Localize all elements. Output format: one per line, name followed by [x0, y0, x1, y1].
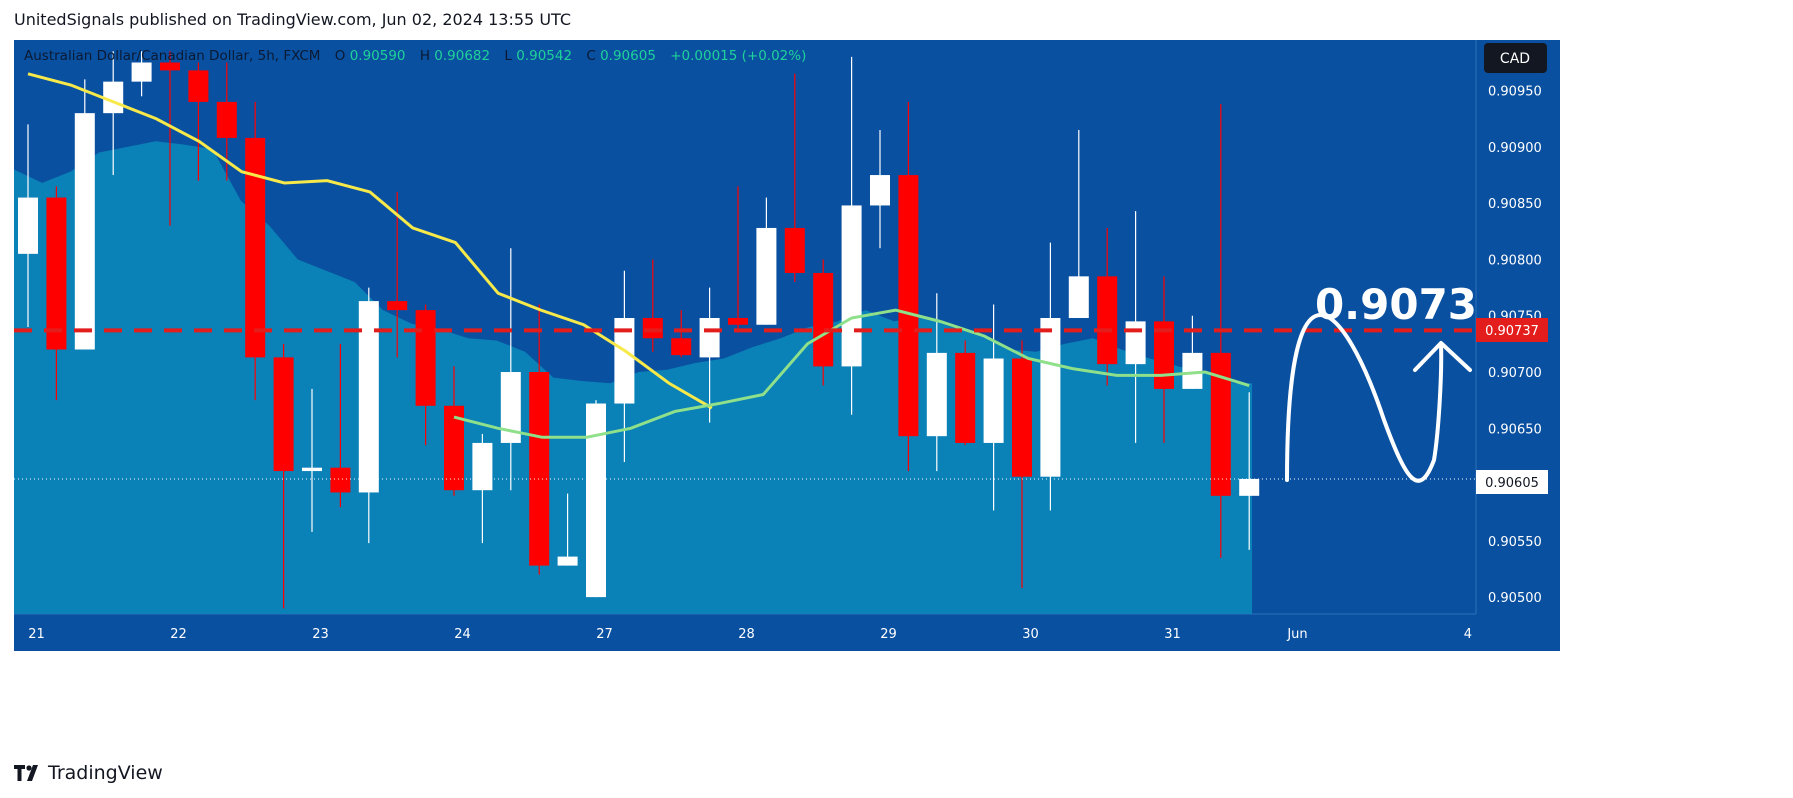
legend-h-value: 0.90682	[434, 48, 490, 64]
x-tick-label: 29	[880, 627, 897, 642]
y-tick-label: 0.90500	[1488, 591, 1542, 606]
y-axis-background	[1476, 40, 1560, 651]
y-axis-ticks: 0.909500.909000.908500.908000.907500.907…	[1488, 85, 1542, 606]
level-price-tag-label: 0.90737	[1485, 324, 1539, 339]
candle-down	[529, 372, 550, 566]
candle-up	[926, 352, 947, 437]
candle-down	[216, 101, 237, 138]
candle-up	[1239, 478, 1260, 496]
legend-c-label: C	[586, 48, 595, 64]
tradingview-logo-icon	[14, 765, 38, 781]
x-tick-label: 27	[596, 627, 613, 642]
legend-h-label: H	[420, 48, 430, 64]
candle-up	[1068, 276, 1089, 318]
candle-down	[728, 317, 748, 325]
candle-down	[955, 352, 976, 443]
candle-up	[1182, 352, 1203, 389]
x-tick-label: 30	[1022, 627, 1039, 642]
publisher-header: UnitedSignals published on TradingView.c…	[14, 10, 572, 29]
legend-change: +0.00015 (+0.02%)	[670, 48, 806, 64]
x-tick-label: 21	[28, 627, 45, 642]
candle-down	[415, 310, 436, 406]
candle-up	[983, 358, 1004, 443]
x-tick-label: 22	[170, 627, 187, 642]
tradingview-logo[interactable]: TradingView	[14, 762, 163, 784]
candle-down	[330, 467, 351, 493]
legend-l-value: 0.90542	[516, 48, 572, 64]
legend-c-value: 0.90605	[600, 48, 656, 64]
target-annotation-label: 0.9073	[1315, 280, 1477, 329]
currency-badge[interactable]	[1484, 43, 1547, 73]
x-tick-label: 4	[1464, 627, 1472, 642]
candle-up	[557, 556, 578, 566]
legend-symbol: Australian Dollar/Canadian Dollar, 5h, F…	[24, 48, 320, 64]
candle-up	[870, 175, 890, 206]
candle-up	[500, 372, 521, 443]
tradingview-brand-text: TradingView	[48, 762, 163, 784]
candle-down	[273, 357, 294, 472]
candle-down	[813, 272, 834, 367]
candle-up	[74, 113, 95, 350]
last-price-tag-label: 0.90605	[1485, 476, 1539, 491]
legend: Australian Dollar/Canadian Dollar, 5h, F…	[24, 48, 806, 64]
y-tick-label: 0.90900	[1488, 141, 1542, 156]
candle-up	[1125, 321, 1146, 365]
candle-up	[586, 403, 606, 598]
candle-down	[188, 70, 209, 102]
candle-down	[642, 317, 663, 339]
candle-down	[1210, 352, 1231, 496]
candle-up	[614, 317, 635, 404]
candle-down	[387, 301, 408, 311]
candle-up	[756, 227, 777, 325]
candles-layer	[18, 51, 1260, 609]
candle-down	[1154, 321, 1174, 389]
candle-up	[18, 197, 38, 254]
candle-up	[841, 205, 862, 367]
candle-down	[160, 62, 180, 71]
candle-up	[358, 301, 379, 493]
arrow-head-icon	[1413, 341, 1472, 372]
ema-fast-line	[27, 72, 713, 410]
candle-down	[1012, 358, 1032, 477]
candle-down	[1097, 276, 1118, 365]
y-tick-label: 0.90850	[1488, 197, 1542, 212]
legend-l-label: L	[504, 48, 512, 64]
candle-down	[46, 197, 67, 350]
level-line-layer	[14, 328, 1476, 480]
y-tick-label: 0.90800	[1488, 253, 1542, 268]
candle-down	[671, 338, 692, 356]
x-tick-label: 31	[1164, 627, 1181, 642]
x-axis-background	[14, 614, 1476, 651]
candle-down	[444, 405, 464, 491]
candle-up	[131, 62, 152, 82]
candle-down	[898, 175, 919, 437]
candle-up	[472, 442, 493, 491]
y-tick-label: 0.90950	[1488, 85, 1542, 100]
x-tick-label: 28	[738, 627, 755, 642]
candle-up	[699, 317, 720, 358]
candle-up	[302, 467, 322, 472]
currency-badge-label: CAD	[1500, 51, 1530, 67]
candle-down	[245, 137, 266, 358]
candle-up	[1040, 317, 1061, 477]
x-axis-ticks: 21 22 23 24 27 28 29 30 31 Jun 4	[28, 627, 1472, 642]
y-tick-label: 0.90700	[1488, 366, 1542, 381]
chart-frame[interactable]: 0.90950 0.90900 0.90850 0.90800 0.90750 0.907…	[13, 40, 1774, 742]
legend-o-value: 0.90590	[350, 48, 406, 64]
y-tick-label: 0.90650	[1488, 422, 1542, 437]
ema-slow-line	[453, 308, 1250, 439]
candle-up	[103, 81, 124, 114]
x-tick-label: Jun	[1286, 627, 1307, 642]
level-price-tag	[1476, 318, 1548, 342]
x-tick-label: 23	[312, 627, 329, 642]
x-tick-label: 24	[454, 627, 471, 642]
ema-lines-layer	[27, 72, 1250, 439]
y-tick-label: 0.90550	[1488, 535, 1542, 550]
candle-down	[784, 227, 805, 273]
candlestick-chart[interactable]: 0.909500.909000.908500.908000.907500.907…	[13, 40, 1774, 742]
projection-wave-arrow	[1285, 313, 1444, 483]
legend-o-label: O	[335, 48, 346, 64]
last-price-tag	[1476, 470, 1548, 494]
